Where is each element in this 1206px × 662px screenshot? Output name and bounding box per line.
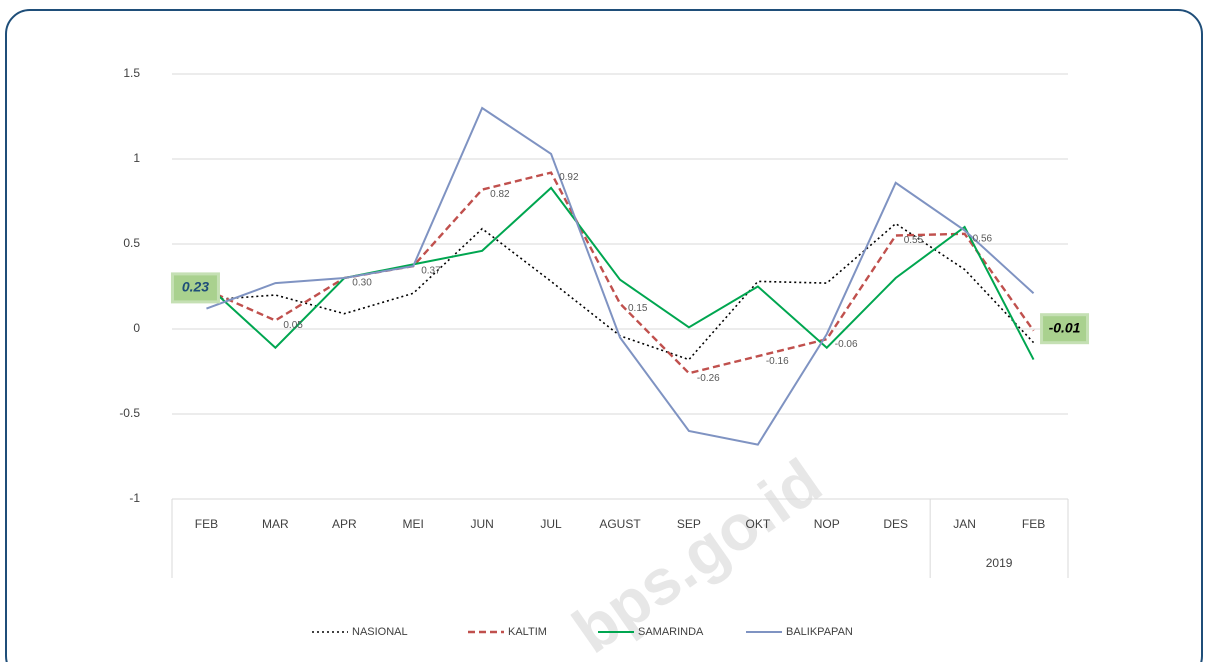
legend-label: SAMARINDA xyxy=(638,626,704,638)
data-label: 0.55 xyxy=(904,235,924,246)
x-tick-label: OKT xyxy=(746,517,771,531)
x-tick-label: APR xyxy=(332,517,357,531)
y-tick-label: 0 xyxy=(133,321,140,335)
data-label: 0.23 xyxy=(182,279,209,295)
data-label: 0.37 xyxy=(421,266,441,277)
x-tick-label: MEI xyxy=(403,517,424,531)
series-line xyxy=(205,186,1035,361)
label-highlight xyxy=(1040,313,1090,345)
x-tick-label: JUL xyxy=(540,517,562,531)
series-line xyxy=(205,171,1035,375)
legend-label: KALTIM xyxy=(508,626,547,638)
data-label: 0.30 xyxy=(352,278,372,289)
x-tick-label: DES xyxy=(883,517,908,531)
year-label: 2019 xyxy=(986,556,1013,570)
x-tick-label: JAN xyxy=(953,517,976,531)
y-tick-label: 1.5 xyxy=(123,66,140,80)
x-tick-label: FEB xyxy=(195,517,218,531)
x-tick-label: MAR xyxy=(262,517,289,531)
x-tick-label: AGUST xyxy=(599,517,641,531)
data-label: -0.16 xyxy=(766,356,789,367)
x-tick-label: SEP xyxy=(677,517,701,531)
data-label: 0.56 xyxy=(973,233,993,244)
y-tick-label: 0.5 xyxy=(123,236,140,250)
data-label: 0.15 xyxy=(628,303,648,314)
legend-label: NASIONAL xyxy=(352,626,408,638)
data-label: -0.01 xyxy=(1049,319,1081,335)
data-label: -0.26 xyxy=(697,373,720,384)
x-tick-label: FEB xyxy=(1022,517,1045,531)
frame xyxy=(5,9,1203,662)
x-tick-label: JUN xyxy=(470,517,493,531)
y-tick-label: -1 xyxy=(129,491,140,505)
x-tick-label: NOP xyxy=(814,517,840,531)
series-line xyxy=(206,106,1035,446)
y-tick-label: -0.5 xyxy=(119,406,140,420)
data-label: 0.82 xyxy=(490,189,510,200)
data-label: -0.06 xyxy=(835,339,858,350)
data-label: 0.05 xyxy=(283,320,303,331)
data-label: 0.92 xyxy=(559,172,579,183)
legend-label: BALIKPAPAN xyxy=(786,626,853,638)
y-tick-label: 1 xyxy=(133,151,140,165)
label-highlight xyxy=(170,272,220,304)
